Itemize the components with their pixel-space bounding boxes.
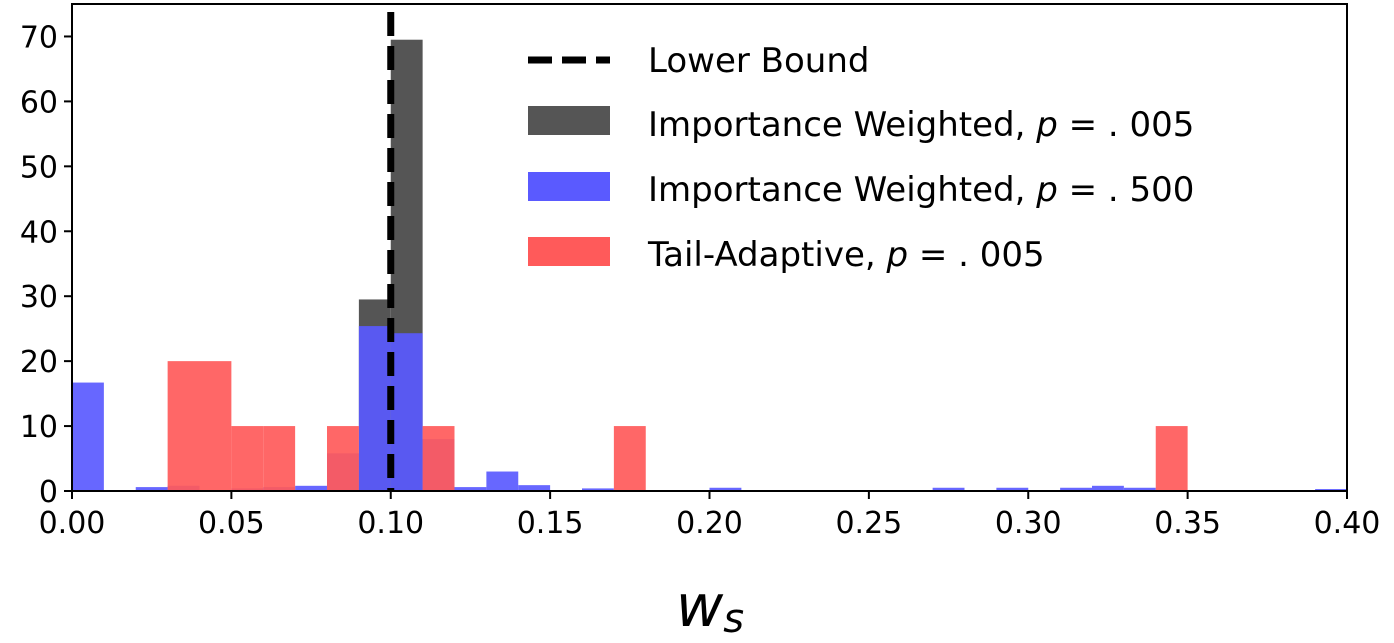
bar-series2-5 [422,426,455,491]
x-tick-label: 0.35 [1154,506,1221,541]
legend-label-iw-005: Importance Weighted, p = . 005 [648,105,1194,145]
x-axis-label: ws [676,572,744,642]
x-tick-label: 0.00 [39,506,106,541]
y-tick-label: 70 [20,20,58,55]
x-tick-label: 0.25 [835,506,902,541]
y-axis: 0 10 20 30 40 50 60 70 [20,20,72,510]
legend-swatch-iw-005 [528,106,610,135]
bar-series2-0 [167,361,200,491]
bar-series2-3 [263,426,296,491]
bar-series1-7 [358,326,391,491]
bar-series1-14 [709,487,742,491]
y-tick-label: 20 [20,345,58,380]
x-tick-label: 0.15 [517,506,584,541]
legend-label-iw-500: Importance Weighted, p = . 500 [648,170,1194,210]
bar-series1-16 [996,487,1029,491]
bar-series2-6 [613,426,646,491]
series-2 [167,361,1188,491]
bars-layer [72,39,1347,492]
bar-series1-13 [582,488,614,491]
bar-series1-12 [518,485,551,491]
y-tick-label: 50 [20,150,58,185]
bar-series1-17 [1060,487,1092,491]
bar-series2-7 [1155,426,1188,491]
y-tick-label: 30 [20,280,58,315]
x-tick-label: 0.20 [676,506,743,541]
bar-series1-15 [932,487,965,491]
bar-series1-1 [135,487,168,491]
y-tick-label: 40 [20,215,58,250]
bar-series1-18 [1092,485,1124,491]
bar-series2-1 [199,361,232,491]
legend-swatch-tail-adaptive [528,237,610,266]
y-tick-label: 0 [39,475,58,510]
x-tick-label: 0.05 [198,506,265,541]
bar-series1-5 [295,485,327,491]
bar-series2-2 [231,426,264,491]
legend-swatch-iw-500 [528,172,610,201]
bar-series1-10 [454,487,487,491]
x-axis: 0.00 0.05 0.10 0.15 0.20 0.25 0.30 0.35 0.40 [39,491,1381,541]
x-tick-label: 0.40 [1314,506,1381,541]
bar-series2-4 [327,426,359,491]
legend: Lower Bound Importance Weighted, p = . 0… [528,41,1194,275]
x-tick-label: 0.30 [995,506,1062,541]
bar-series1-19 [1123,487,1156,491]
bar-series1-0 [72,382,104,491]
legend-label-lower-bound: Lower Bound [648,41,869,81]
bar-series1-8 [390,333,423,491]
x-tick-label: 0.10 [357,506,424,541]
y-tick-label: 10 [20,410,58,445]
legend-label-tail-adaptive: Tail-Adaptive, p = . 005 [647,235,1045,275]
y-tick-label: 60 [20,85,58,120]
bar-series1-11 [486,471,519,491]
